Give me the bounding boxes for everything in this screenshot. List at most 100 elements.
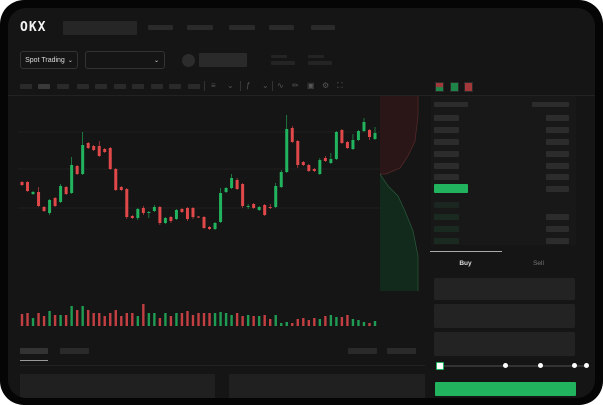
tab-sell-label: Sell [533, 259, 544, 267]
search-bar[interactable] [63, 21, 137, 35]
volume-bar [98, 313, 101, 326]
volume-bar [131, 313, 134, 326]
bid-price [434, 238, 459, 244]
book-view-both-icon[interactable] [435, 82, 444, 92]
candle-body [42, 207, 46, 211]
interval-button[interactable] [20, 84, 32, 89]
volume-bar [42, 316, 46, 326]
volume-bar [120, 316, 123, 326]
volume-bar [285, 322, 288, 326]
candle-body [323, 158, 327, 161]
candle-body [356, 131, 360, 140]
tab-buy[interactable]: Buy [429, 251, 502, 275]
candle-body [329, 159, 333, 163]
volume-bar [125, 313, 128, 326]
candle-type-icon[interactable]: ≡ [211, 81, 216, 90]
slider-handle[interactable] [436, 362, 444, 370]
interval-button[interactable] [151, 84, 163, 89]
volume-bar [20, 314, 24, 326]
candle-body [64, 187, 68, 194]
interval-button[interactable] [38, 84, 50, 89]
ruler-icon[interactable]: ✏ [292, 81, 299, 90]
candle-body [26, 182, 30, 191]
tab-open-orders[interactable] [20, 348, 48, 354]
nav-item[interactable] [148, 25, 173, 30]
okx-logo[interactable]: OKX [20, 20, 47, 35]
volume-bar [103, 316, 106, 326]
ask-amount [546, 174, 569, 180]
slider-step[interactable] [503, 363, 508, 368]
slider-track[interactable] [439, 365, 587, 367]
filter-button[interactable] [387, 348, 416, 354]
volume-bar [246, 315, 250, 326]
volume-bar [175, 313, 178, 326]
candle-body [318, 160, 322, 174]
volume-bar [340, 317, 344, 326]
nav-item[interactable] [229, 25, 255, 30]
interval-button[interactable] [188, 84, 200, 89]
volume-bar [147, 313, 151, 326]
spot-trading-label: Spot Trading [25, 56, 65, 64]
filter-button[interactable] [348, 348, 377, 354]
volume-bar [224, 313, 228, 326]
volume-bar [235, 313, 239, 326]
volume-bar [280, 323, 283, 326]
toolbar-border [8, 95, 595, 96]
buy-submit-button[interactable] [435, 382, 576, 396]
book-view-asks-icon[interactable] [464, 82, 473, 92]
candle-body [48, 200, 52, 213]
volume-bar [186, 311, 189, 326]
ask-price [434, 163, 459, 169]
candlestick-chart[interactable] [8, 8, 595, 338]
volume-bar [26, 313, 29, 326]
total-input[interactable] [434, 332, 575, 356]
tab-order-history[interactable] [60, 348, 89, 354]
chevron-down-icon[interactable]: ⌄ [227, 81, 234, 90]
nav-item[interactable] [269, 25, 294, 30]
chevron-down-icon[interactable]: ⌄ [262, 81, 269, 90]
app-screen: OKX Spot Trading ⌄ ⌄ ≡ ⌄ ƒ ⌄ ∿ ✏ ▣ ⚙ ⛶ B… [8, 8, 595, 398]
pair-price [199, 53, 247, 67]
nav-item[interactable] [187, 25, 213, 30]
candle-body [263, 205, 267, 215]
depth-chart [380, 96, 419, 291]
interval-button[interactable] [77, 84, 89, 89]
settings-icon[interactable]: ⚙ [322, 81, 330, 90]
interval-button[interactable] [169, 84, 181, 89]
volume-bar [329, 315, 333, 326]
ask-price [434, 151, 459, 157]
slider-step[interactable] [538, 363, 543, 368]
interval-button[interactable] [132, 84, 144, 89]
nav-item[interactable] [311, 25, 335, 30]
amount-input[interactable] [434, 304, 575, 328]
candle-body [130, 216, 134, 218]
slider-step[interactable] [572, 363, 577, 368]
depth-bids-line [380, 173, 419, 291]
depth-asks-area [380, 96, 418, 174]
pair-selector[interactable]: ⌄ [85, 51, 165, 69]
interval-button[interactable] [95, 84, 107, 89]
camera-icon[interactable]: ▣ [307, 81, 315, 90]
candle-body [174, 210, 178, 219]
candle-body [86, 143, 90, 148]
candle-body [92, 146, 96, 150]
indicator-icon[interactable]: ƒ [246, 81, 251, 90]
book-view-bids-icon[interactable] [450, 82, 459, 92]
price-input[interactable] [434, 278, 575, 300]
ask-price [434, 115, 459, 121]
interval-button[interactable] [114, 84, 126, 89]
stat-label [271, 55, 287, 58]
interval-button[interactable] [57, 84, 69, 89]
volume-bar [202, 313, 206, 326]
candle-body [103, 149, 107, 152]
line-icon[interactable]: ∿ [277, 81, 284, 90]
tab-sell[interactable]: Sell [502, 251, 575, 275]
bid-amount [546, 226, 569, 232]
volume-bar [307, 320, 311, 326]
spot-trading-button[interactable]: Spot Trading ⌄ [20, 51, 78, 69]
candle-body [362, 122, 366, 131]
candle-body [147, 212, 151, 213]
volume-bar [351, 319, 355, 326]
fullscreen-icon[interactable]: ⛶ [337, 81, 343, 90]
slider-step[interactable] [584, 363, 589, 368]
